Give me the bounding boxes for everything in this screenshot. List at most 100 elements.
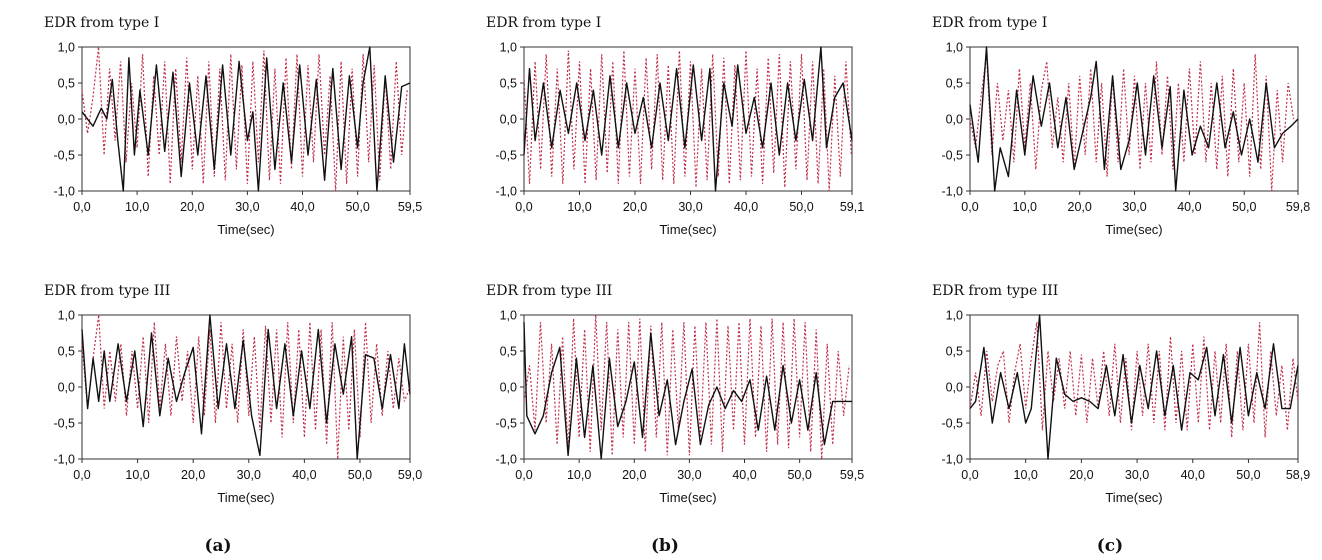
chart-title: EDR from type I xyxy=(932,15,1047,31)
x-tick-label: 50,0 xyxy=(345,200,369,214)
panels-group: EDR from type I1,00,50,0-0,5-1,00,0 10,0 2… xyxy=(44,15,1310,505)
x-tick-label: 10,0 xyxy=(567,200,591,214)
y-tick-label: -1,0 xyxy=(53,453,75,467)
x-tick-label: 0,0 xyxy=(73,200,90,214)
x-tick-label: 59,5 xyxy=(398,200,422,214)
x-tick-label: 30,0 xyxy=(677,468,701,482)
series-dotted-line xyxy=(81,46,408,192)
x-tick-label: 0,0 xyxy=(515,468,532,482)
series-solid-line xyxy=(523,322,852,460)
x-tick-label: 59,5 xyxy=(840,468,864,482)
y-tick-label: 1,0 xyxy=(58,41,75,55)
x-tick-label: 59,1 xyxy=(840,200,864,214)
x-tick-label: 20,0 xyxy=(623,200,647,214)
series-solid-line xyxy=(81,314,411,460)
y-tick-label: -0,5 xyxy=(53,417,75,431)
y-tick-label: -1,0 xyxy=(941,185,963,199)
x-tick-label: 30,0 xyxy=(237,468,261,482)
x-tick-label: 40,0 xyxy=(290,200,314,214)
x-tick-label: 50,0 xyxy=(789,200,813,214)
x-tick-label: 50,0 xyxy=(348,468,372,482)
y-tick-label: -0,5 xyxy=(941,417,963,431)
x-tick-label: 30,0 xyxy=(235,200,259,214)
x-axis-label: Time(sec) xyxy=(659,222,716,237)
x-tick-label: 20,0 xyxy=(1069,468,1093,482)
x-tick-label: 30,0 xyxy=(1122,200,1146,214)
y-tick-label: 0,5 xyxy=(500,77,517,91)
x-axis-label: Time(sec) xyxy=(217,222,274,237)
plot-frame xyxy=(81,46,411,192)
x-tick-label: 10,0 xyxy=(1013,200,1037,214)
y-tick-label: 0,0 xyxy=(946,381,963,395)
series-solid-line xyxy=(969,46,1299,192)
y-tick-label: 1,0 xyxy=(500,309,517,323)
x-tick-label: 40,0 xyxy=(292,468,316,482)
x-tick-label: 40,0 xyxy=(1181,468,1205,482)
y-tick-label: -1,0 xyxy=(941,453,963,467)
y-tick-label: -1,0 xyxy=(495,185,517,199)
series-solid-line xyxy=(969,314,1299,460)
sublabel-c: (c) xyxy=(1097,536,1123,556)
x-tick-label: 20,0 xyxy=(180,200,204,214)
series-dotted-line xyxy=(81,314,411,460)
chart-title: EDR from type I xyxy=(486,15,601,31)
y-tick-label: 1,0 xyxy=(58,309,75,323)
x-tick-label: 58,9 xyxy=(1286,468,1310,482)
sublabel-a: (a) xyxy=(204,536,231,556)
y-tick-label: -0,5 xyxy=(495,417,517,431)
y-tick-label: 1,0 xyxy=(946,309,963,323)
y-tick-label: 1,0 xyxy=(946,41,963,55)
x-tick-label: 10,0 xyxy=(567,468,591,482)
x-axis-label: Time(sec) xyxy=(1105,490,1162,505)
y-tick-label: 0,0 xyxy=(500,113,517,127)
x-tick-label: 40,0 xyxy=(732,468,756,482)
chart-title: EDR from type III xyxy=(44,283,170,299)
y-tick-label: 0,0 xyxy=(946,113,963,127)
x-tick-label: 10,0 xyxy=(1014,468,1038,482)
y-tick-label: 0,5 xyxy=(946,77,963,91)
x-tick-label: 10,0 xyxy=(125,200,149,214)
x-tick-label: 10,0 xyxy=(125,468,149,482)
x-tick-label: 30,0 xyxy=(1125,468,1149,482)
y-tick-label: 1,0 xyxy=(500,41,517,55)
plot-frame xyxy=(81,314,411,460)
chart-panel-3: EDR from type I1,00,50,0-0,5-1,00,0 10,0 2… xyxy=(932,15,1310,237)
x-tick-label: 59,8 xyxy=(1286,200,1310,214)
series-dotted-line xyxy=(969,322,1299,438)
y-tick-label: -0,5 xyxy=(941,149,963,163)
x-tick-label: 20,0 xyxy=(622,468,646,482)
chart-panel-2: EDR from type I1,00,50,0-0,5-1,00,0 10,0 2… xyxy=(486,15,864,237)
series-solid-line xyxy=(523,46,853,192)
x-tick-label: 40,0 xyxy=(734,200,758,214)
x-tick-label: 50,0 xyxy=(1232,200,1256,214)
chart-title: EDR from type III xyxy=(932,283,1058,299)
series-solid-line xyxy=(81,46,411,192)
y-tick-label: 0,5 xyxy=(946,345,963,359)
chart-panel-1: EDR from type I1,00,50,0-0,5-1,00,0 10,0 2… xyxy=(44,15,422,237)
x-axis-label: Time(sec) xyxy=(217,490,274,505)
y-tick-label: 0,5 xyxy=(58,345,75,359)
chart-title: EDR from type III xyxy=(486,283,612,299)
y-tick-label: 0,0 xyxy=(58,381,75,395)
x-tick-label: 0,0 xyxy=(515,200,532,214)
x-tick-label: 0,0 xyxy=(73,468,90,482)
y-tick-label: 0,0 xyxy=(500,381,517,395)
x-tick-label: 0,0 xyxy=(961,468,978,482)
plot-frame xyxy=(969,46,1299,192)
x-tick-label: 50,0 xyxy=(787,468,811,482)
x-tick-label: 20,0 xyxy=(181,468,205,482)
x-tick-label: 20,0 xyxy=(1068,200,1092,214)
y-tick-label: -1,0 xyxy=(495,453,517,467)
x-tick-label: 0,0 xyxy=(961,200,978,214)
y-tick-label: -1,0 xyxy=(53,185,75,199)
y-tick-label: -0,5 xyxy=(53,149,75,163)
y-tick-label: 0,5 xyxy=(58,77,75,91)
y-tick-label: 0,0 xyxy=(58,113,75,127)
x-tick-label: 30,0 xyxy=(678,200,702,214)
x-tick-label: 40,0 xyxy=(1177,200,1201,214)
y-tick-label: 0,5 xyxy=(500,345,517,359)
